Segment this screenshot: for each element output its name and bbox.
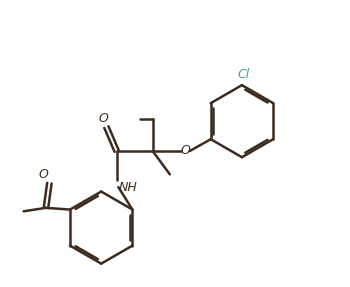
Text: O: O [99, 112, 108, 125]
Text: O: O [38, 168, 48, 181]
Text: O: O [180, 144, 190, 157]
Text: Cl: Cl [238, 68, 250, 81]
Text: NH: NH [118, 181, 137, 194]
